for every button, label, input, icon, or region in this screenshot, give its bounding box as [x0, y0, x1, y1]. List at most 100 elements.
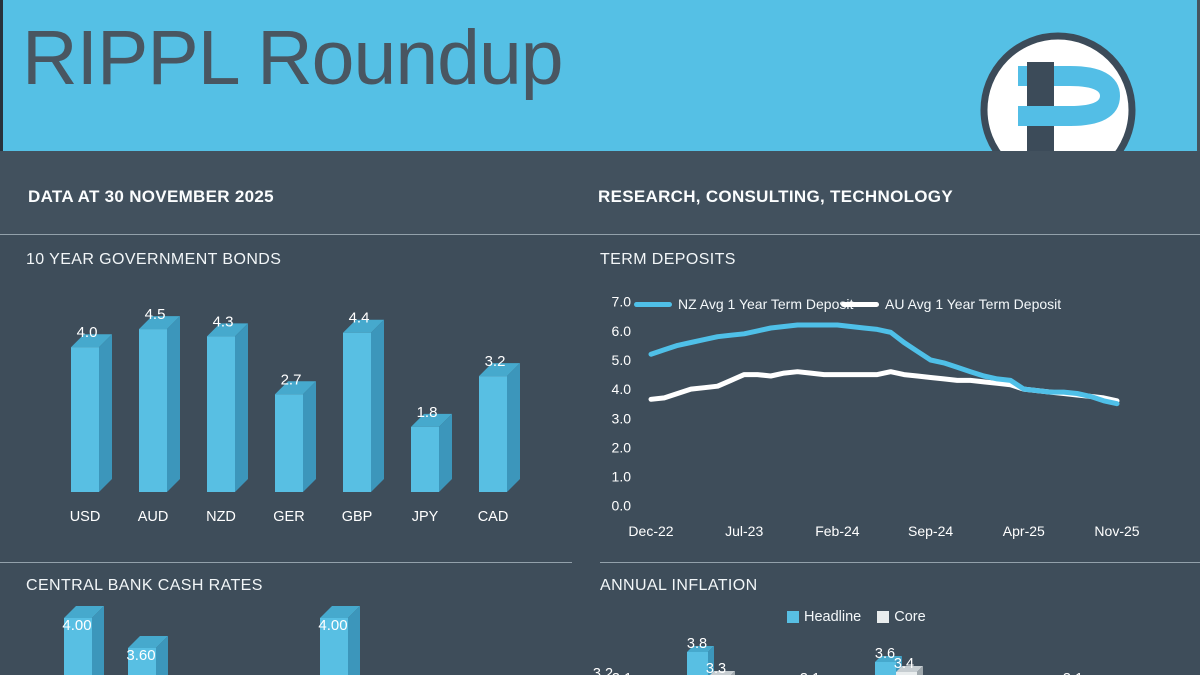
bar-side-face — [507, 363, 520, 492]
bar-value-label: 2.7 — [281, 371, 302, 388]
bar-category-label: AUD — [138, 509, 169, 525]
term-deposits-chart: 7.0 6.0 5.0 4.0 3.0 2.0 1.0 0.0 Dec-22 Jul-23 Feb-… — [612, 294, 1140, 539]
bar-top-face — [687, 646, 714, 652]
bar-category-label: GER — [273, 509, 304, 525]
bar-front-face — [875, 662, 896, 675]
series-line — [648, 322, 1120, 407]
bar-category-label: NZD — [206, 509, 236, 525]
bar-category-label: GBP — [342, 509, 373, 525]
bar-value-label: 4.4 — [349, 310, 370, 327]
legend-item-core: Core — [877, 609, 926, 625]
bar-front-face — [275, 394, 303, 492]
divider — [0, 562, 572, 563]
bar-side-face — [731, 671, 735, 675]
legend-item-headline: Headline — [787, 609, 861, 625]
bar-value-label: 3.2 — [485, 353, 506, 370]
section-title-term-deposits: TERM DEPOSITS — [600, 251, 736, 268]
bonds-chart: 4.0 USD 4.5 AUD 4.3 NZD 2.7 GER 4.4 GBP 1.8 JPY 3.2 C… — [70, 306, 520, 525]
cash-rates-chart: 4.00 3.60 4.00 — [62, 606, 360, 675]
bar-value-label: 3.1 — [1063, 671, 1083, 675]
bar-front-face — [128, 648, 156, 675]
bar-category-label: JPY — [412, 509, 439, 525]
x-axis-label: Dec-22 — [628, 523, 673, 539]
bar-top-face — [320, 606, 360, 618]
y-axis-label: 7.0 — [612, 294, 632, 310]
bar-front-face — [207, 336, 235, 492]
bar-front-face — [479, 376, 507, 492]
bar-value-label: 3.1 — [800, 671, 820, 675]
bar-front-face — [896, 672, 917, 675]
bar-value-label: 3.60 — [126, 647, 155, 664]
tagline-label: RESEARCH, CONSULTING, TECHNOLOGY — [598, 187, 953, 206]
bar-value-label: 3.3 — [706, 661, 726, 675]
bar-side-face — [348, 606, 360, 675]
x-axis-label: Jul-23 — [725, 523, 763, 539]
bar-side-face — [439, 413, 452, 492]
bar-value-label: 3.8 — [687, 636, 707, 652]
bar-side-face — [99, 334, 112, 492]
bar-front-face — [139, 329, 167, 492]
bar-value-label: 4.5 — [145, 306, 166, 323]
bar-front-face — [411, 426, 439, 492]
nz-line-swatch — [634, 301, 672, 307]
bar-top-face — [479, 363, 520, 377]
y-axis-label: 2.0 — [612, 439, 632, 455]
inflation-legend: Headline Core — [787, 609, 926, 625]
legend-label-headline: Headline — [804, 609, 862, 625]
core-swatch — [877, 611, 890, 623]
bar-front-face — [687, 652, 708, 675]
bar-front-face — [64, 618, 92, 675]
bar-side-face — [235, 323, 248, 492]
divider — [0, 234, 1200, 235]
bar-top-face — [71, 334, 112, 348]
section-title-cash-rates: CENTRAL BANK CASH RATES — [26, 577, 263, 594]
bar-top-face — [275, 381, 316, 395]
bar-value-label: 4.3 — [213, 313, 234, 330]
bar-front-face — [71, 347, 99, 492]
legend-label-au: AU Avg 1 Year Term Deposit — [885, 296, 1062, 312]
au-line-swatch — [841, 301, 879, 307]
bar-top-face — [128, 636, 168, 648]
legend-item-au: AU Avg 1 Year Term Deposit — [841, 296, 1061, 312]
subheader-band — [0, 151, 1200, 234]
bar-side-face — [917, 666, 923, 675]
header-edge-right — [1197, 0, 1200, 151]
bar-side-face — [167, 316, 180, 492]
header-edge-left — [0, 0, 3, 151]
bar-side-face — [92, 606, 104, 675]
bar-value-label: 3.1 — [612, 671, 632, 675]
section-title-bonds: 10 YEAR GOVERNMENT BONDS — [26, 251, 282, 268]
bar-side-face — [708, 646, 714, 675]
rippl-logo — [980, 32, 1136, 188]
y-axis-label: 3.0 — [612, 410, 632, 426]
bar-side-face — [303, 381, 316, 492]
bar-top-face — [875, 656, 902, 662]
bar-top-face — [343, 319, 384, 333]
x-axis-label: Nov-25 — [1094, 523, 1139, 539]
bar-front-face — [343, 332, 371, 492]
bar-top-face — [710, 671, 735, 675]
bar-top-face — [139, 316, 180, 330]
x-axis-label: Apr-25 — [1003, 523, 1045, 539]
bar-value-label: 4.0 — [77, 324, 98, 341]
bar-category-label: CAD — [478, 509, 509, 525]
bar-value-label: 3.4 — [894, 656, 914, 672]
bar-side-face — [156, 636, 168, 675]
bar-top-face — [896, 666, 923, 672]
bar-front-face — [320, 618, 348, 675]
legend-item-nz: NZ Avg 1 Year Term Deposit — [634, 296, 853, 312]
bar-value-label: 4.00 — [62, 617, 91, 634]
page-title: RIPPL Roundup — [22, 15, 564, 101]
inflation-chart: 3.23.13.83.33.03.13.63.42.52.53.13.0 — [593, 636, 1083, 675]
bar-value-label: 3.2 — [593, 666, 613, 675]
bar-top-face — [64, 606, 104, 618]
bar-value-label: 3.6 — [875, 646, 895, 662]
y-axis-label: 4.0 — [612, 381, 632, 397]
y-axis-label: 5.0 — [612, 352, 632, 368]
x-axis-label: Feb-24 — [815, 523, 860, 539]
data-date-label: DATA AT 30 NOVEMBER 2025 — [28, 187, 274, 206]
x-axis-label: Sep-24 — [908, 523, 953, 539]
headline-swatch — [787, 611, 799, 623]
